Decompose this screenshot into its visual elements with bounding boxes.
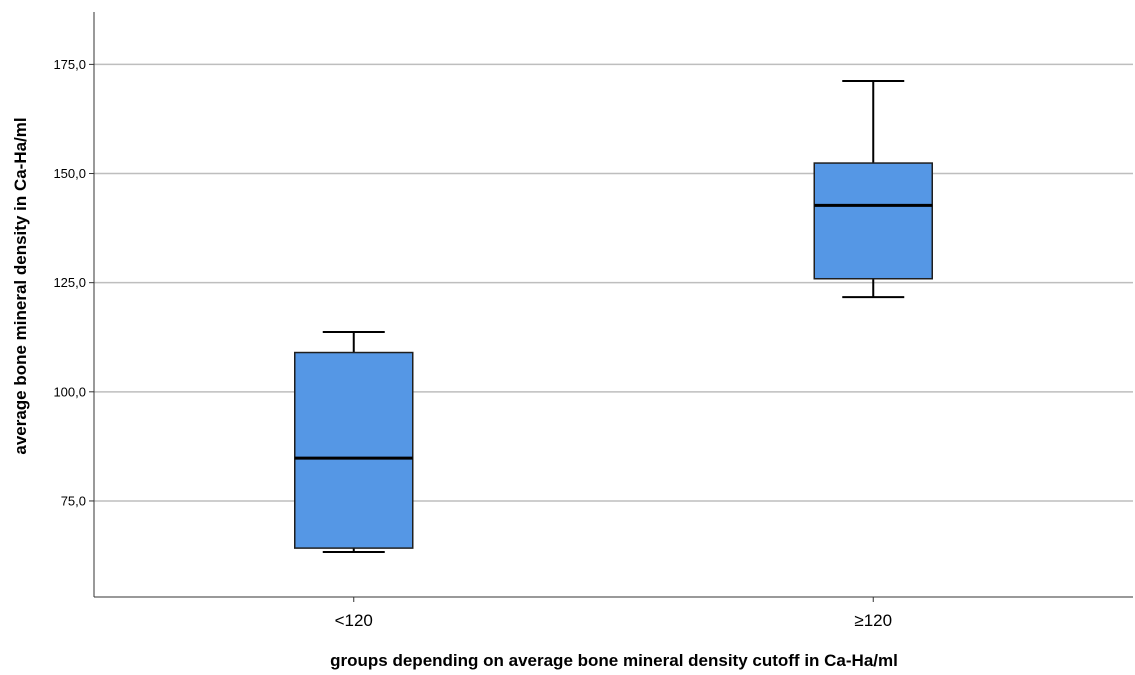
box-series [294, 79, 933, 554]
iqr-box [813, 162, 933, 280]
iqr-box [294, 351, 414, 549]
x-category-label: <120 [335, 611, 373, 630]
x-axis-title: groups depending on average bone mineral… [330, 651, 898, 670]
y-axis-ticks: 75,0 100,0 125,0 150,0 175,0 [53, 57, 94, 508]
y-tick-label: 150,0 [53, 166, 86, 181]
gridlines [94, 63, 1133, 502]
box-group [813, 79, 933, 299]
y-tick-label: 75,0 [61, 493, 86, 508]
y-tick-label: 175,0 [53, 57, 86, 72]
y-axis-title: average bone mineral density in Ca-Ha/ml [11, 117, 30, 454]
y-tick-label: 125,0 [53, 275, 86, 290]
box-group [294, 331, 414, 554]
x-category-label: ≥120 [854, 611, 892, 630]
y-tick-label: 100,0 [53, 384, 86, 399]
x-axis-categories: <120 ≥120 [335, 597, 892, 630]
